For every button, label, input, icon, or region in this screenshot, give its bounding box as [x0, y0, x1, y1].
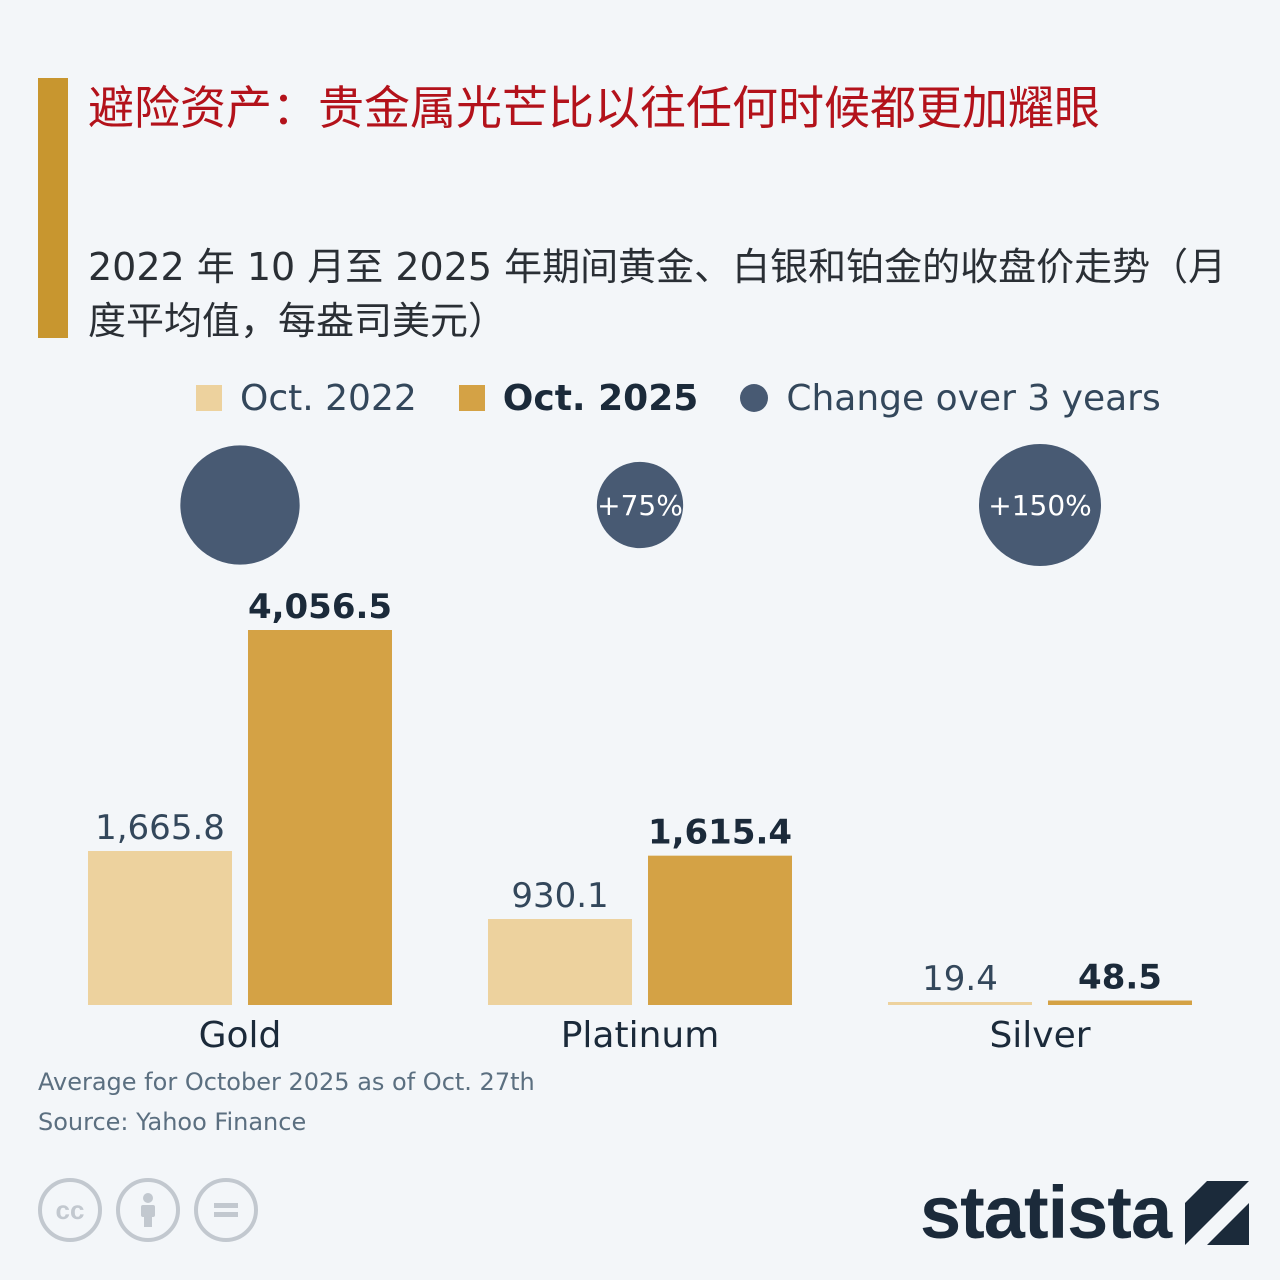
legend: Oct. 2022 Oct. 2025 Change over 3 years — [196, 376, 1203, 420]
change-label-silver: +150% — [988, 489, 1092, 522]
bar-silver-oct2022 — [888, 1002, 1032, 1005]
legend-item-oct2022: Oct. 2022 — [196, 378, 417, 419]
change-bubble-platinum — [596, 461, 684, 549]
legend-swatch-oct2022 — [196, 385, 222, 411]
chart-subtitle: 2022 年 10 月至 2025 年期间黄金、白银和铂金的收盘价走势（月度平均… — [88, 245, 1227, 343]
bar-group-silver: 19.4 48.5 Silver +150% — [888, 444, 1192, 1056]
change-bubble-gold — [180, 445, 300, 565]
change-label-platinum: +75% — [597, 489, 683, 522]
cc-icon[interactable]: cc — [38, 1178, 102, 1242]
attribution-icon[interactable] — [116, 1178, 180, 1242]
legend-label-oct2025: Oct. 2025 — [502, 377, 699, 419]
bar-gold-oct2025 — [248, 630, 392, 1005]
accent-bar — [38, 78, 68, 338]
statista-logo[interactable]: statista — [920, 1171, 1250, 1254]
category-label-silver: Silver — [989, 1015, 1090, 1056]
bar-group-platinum: 930.1 1,615.4 Platinum +75% — [488, 461, 792, 1056]
statista-logo-icon — [1185, 1181, 1250, 1245]
license-icons: cc — [38, 1178, 258, 1242]
bar-group-gold: 1,665.8 4,056.5 Gold — [88, 445, 392, 1056]
value-label-gold-oct2022: 1,665.8 — [95, 808, 225, 848]
value-label-silver-oct2025: 48.5 — [1078, 958, 1162, 998]
logo-text: statista — [920, 1171, 1172, 1254]
value-label-platinum-oct2022: 930.1 — [511, 876, 608, 916]
legend-item-oct2025: Oct. 2025 — [458, 377, 699, 419]
legend-label-oct2022: Oct. 2022 — [240, 377, 417, 419]
footnote-average: Average for October 2025 as of Oct. 27th — [38, 1068, 535, 1096]
bar-platinum-oct2022 — [488, 919, 632, 1005]
no-derivatives-icon[interactable] — [194, 1178, 258, 1242]
bar-chart: 1,665.8 4,056.5 Gold 930.1 1,615.4 Platinum +7… — [88, 444, 1192, 1056]
change-bubble-silver — [979, 444, 1101, 566]
legend-swatch-oct2025 — [458, 385, 485, 411]
value-label-silver-oct2022: 19.4 — [922, 959, 998, 999]
chart-title: 避险资产：贵金属光芒比以往任何时候都更加耀眼 — [88, 81, 1100, 135]
value-label-gold-oct2025: 4,056.5 — [248, 587, 392, 627]
category-label-platinum: Platinum — [561, 1015, 720, 1056]
value-label-platinum-oct2025: 1,615.4 — [648, 813, 792, 853]
bar-silver-oct2025 — [1048, 1000, 1192, 1005]
legend-dot-change — [740, 384, 769, 412]
legend-item-change: Change over 3 years — [740, 377, 1161, 419]
category-label-gold: Gold — [199, 1015, 282, 1056]
legend-label-change: Change over 3 years — [786, 377, 1161, 419]
bar-gold-oct2022 — [88, 851, 232, 1005]
footnote-source: Source: Yahoo Finance — [38, 1108, 307, 1136]
bar-platinum-oct2025 — [648, 855, 792, 1005]
